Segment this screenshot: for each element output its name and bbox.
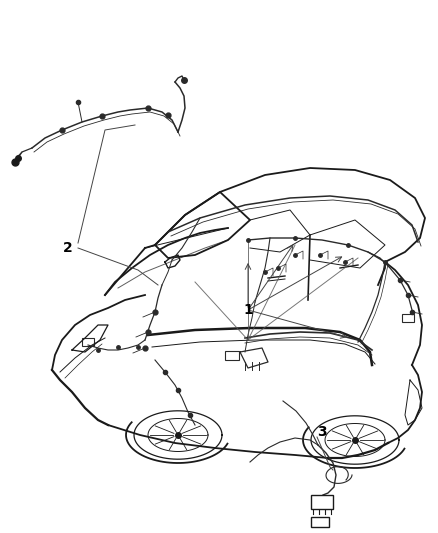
Bar [311,495,333,509]
Bar [225,351,239,359]
Text: 1: 1 [243,303,253,317]
Bar [82,338,94,346]
Bar [311,517,329,527]
Text: 2: 2 [63,241,73,255]
Bar [402,314,414,322]
Text: 3: 3 [317,425,327,439]
